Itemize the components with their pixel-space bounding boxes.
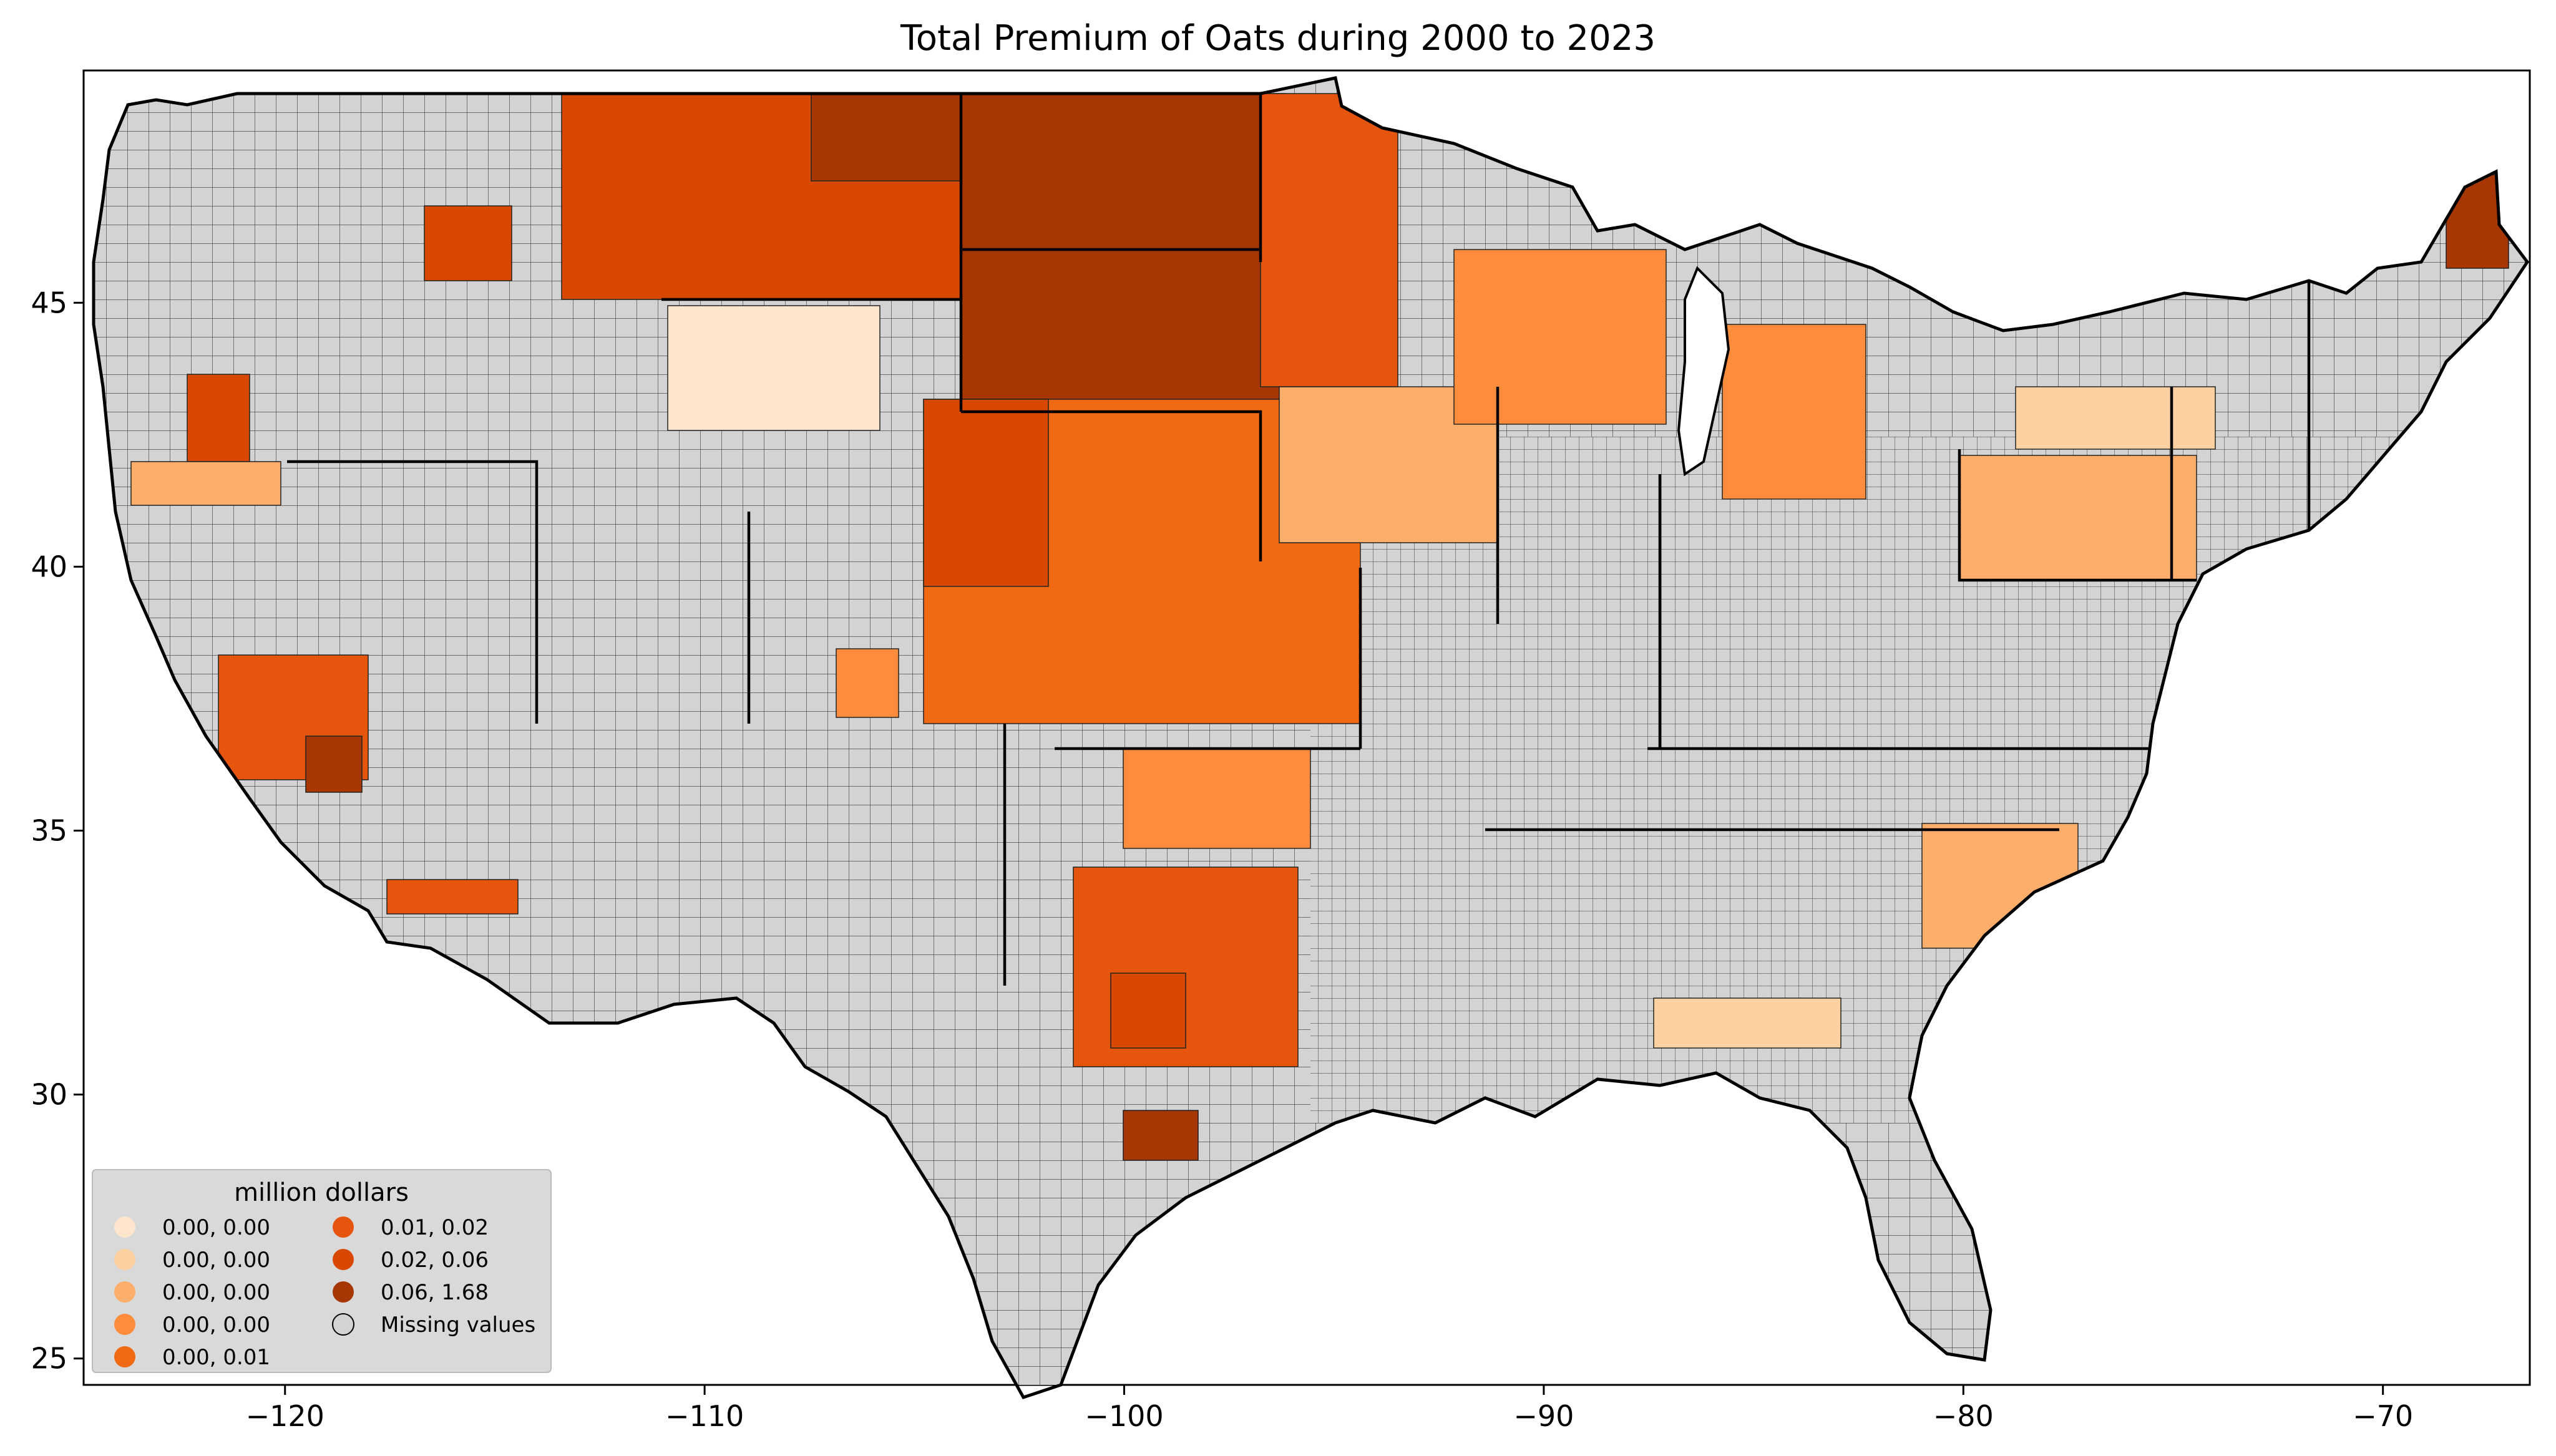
y-tick-label: 35: [31, 814, 67, 848]
x-tick-label: −120: [246, 1399, 324, 1433]
x-axis: −120 −110 −100 −90 −80 −70: [246, 1385, 2413, 1433]
legend-label: 0.00, 0.00: [162, 1248, 270, 1273]
nebraska-counties-dark: [923, 399, 1049, 587]
legend-label: 0.01, 0.02: [381, 1215, 489, 1240]
minnesota-counties: [1260, 93, 1398, 387]
legend-label: Missing values: [381, 1313, 535, 1337]
legend-swatch: [114, 1281, 135, 1303]
legend-label: 0.00, 0.00: [162, 1215, 270, 1240]
state-borders-layer: [287, 94, 2311, 986]
legend: million dollars 0.00, 0.00 0.00, 0.00 0.00…: [92, 1169, 552, 1373]
legend-label: 0.02, 0.06: [381, 1248, 489, 1273]
wisconsin-counties: [1453, 249, 1667, 425]
oklahoma-counties: [1123, 748, 1311, 849]
legend-swatch: [114, 1346, 135, 1367]
oregon-county: [187, 374, 250, 462]
y-tick-label: 45: [31, 286, 67, 319]
lake-michigan: [1677, 266, 1730, 477]
legend-label: 0.00, 0.01: [162, 1345, 270, 1370]
legend-swatch: [333, 1216, 354, 1238]
california-county-dark: [305, 735, 363, 793]
pennsylvania-counties: [1959, 455, 2197, 581]
x-tick-label: −100: [1085, 1399, 1163, 1433]
south-texas-counties: [1123, 1110, 1199, 1161]
legend-swatch: [332, 1313, 354, 1336]
idaho-counties: [424, 205, 512, 281]
montana-counties-darkest: [811, 93, 962, 182]
michigan-counties: [1722, 324, 1866, 500]
y-axis: 25 30 35 40 45: [31, 286, 84, 1376]
legend-label: 0.00, 0.00: [162, 1280, 270, 1305]
x-tick-label: −70: [2353, 1399, 2413, 1433]
legend-swatch: [114, 1216, 135, 1238]
colorado-counties: [836, 648, 899, 718]
legend-swatch: [333, 1249, 354, 1270]
x-tick-label: −110: [665, 1399, 744, 1433]
y-tick-label: 25: [31, 1342, 67, 1376]
legend-box: [92, 1169, 552, 1373]
nevada-oregon-counties: [130, 461, 281, 506]
legend-label: 0.00, 0.00: [162, 1313, 270, 1337]
x-tick-label: −90: [1513, 1399, 1574, 1433]
x-tick-label: −80: [1933, 1399, 1994, 1433]
y-tick-label: 40: [31, 550, 67, 583]
legend-label: 0.06, 1.68: [381, 1280, 489, 1305]
newyork-counties: [2015, 386, 2216, 450]
texas-counties-dark: [1110, 973, 1186, 1049]
legend-swatch: [333, 1281, 354, 1303]
gulf-counties: [1653, 997, 1841, 1049]
dakota-counties-darkest: [960, 93, 1286, 419]
legend-title: million dollars: [234, 1178, 409, 1207]
chart-title: Total Premium of Oats during 2000 to 202…: [900, 18, 1656, 59]
legend-swatch: [114, 1314, 135, 1335]
socal-counties: [386, 879, 519, 915]
legend-swatch: [114, 1249, 135, 1270]
wyoming-counties: [667, 305, 880, 431]
y-tick-label: 30: [31, 1078, 67, 1112]
